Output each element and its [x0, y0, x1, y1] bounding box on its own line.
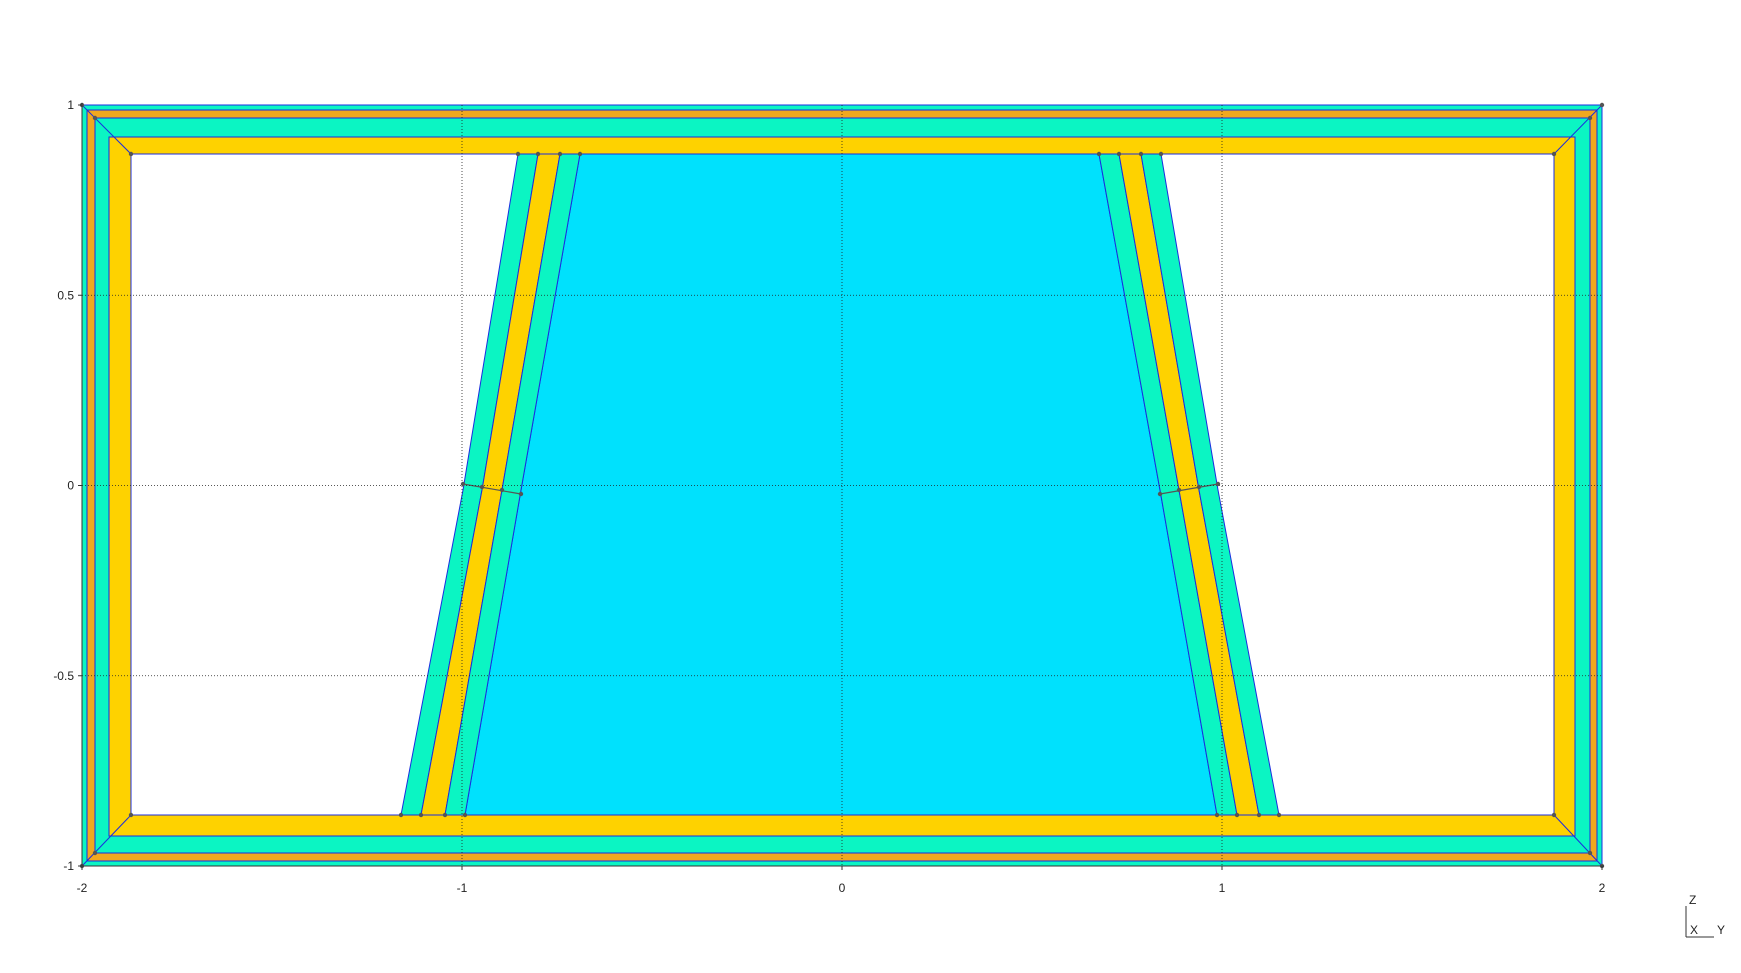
mesh-node-1 — [1599, 102, 1605, 108]
x-tick-label-4: 2 — [1599, 881, 1606, 895]
mesh-node-35 — [1215, 481, 1221, 487]
y-tick-label-4: -1 — [63, 859, 74, 873]
mesh-node-13 — [535, 151, 541, 157]
y-tick-label-1: 0.5 — [57, 288, 74, 302]
mesh-node-6 — [92, 850, 98, 856]
mesh-node-14 — [557, 151, 563, 157]
mesh-node-15 — [577, 151, 583, 157]
y-tick-label-2: 0 — [67, 479, 74, 493]
central-region — [464, 153, 1218, 816]
mesh-node-22 — [442, 812, 448, 818]
axes-layer: -2 -1 0 1 210.50-0.5-1 — [53, 98, 1605, 895]
mesh-node-17 — [1116, 151, 1122, 157]
mesh-node-9 — [1551, 151, 1557, 157]
mesh-node-16 — [1096, 151, 1102, 157]
frame-mitre-line-2 — [81, 814, 132, 867]
mesh-node-24 — [1214, 812, 1220, 818]
mesh-node-26 — [1256, 812, 1262, 818]
x-tick-label-1: -1 — [457, 881, 468, 895]
mesh-node-23 — [462, 812, 468, 818]
right-section-line — [1159, 483, 1219, 495]
mesh-node-5 — [1587, 115, 1593, 121]
mesh-node-12 — [515, 151, 521, 157]
mesh-node-18 — [1138, 151, 1144, 157]
mesh-node-19 — [1158, 151, 1164, 157]
x-tick-label-3: 1 — [1219, 881, 1226, 895]
triad-up-label: Z — [1689, 893, 1696, 907]
mesh-node-4 — [92, 115, 98, 121]
mesh-node-25 — [1234, 812, 1240, 818]
mesh-node-34 — [1196, 484, 1202, 490]
mesh-node-7 — [1587, 850, 1593, 856]
mesh-node-28 — [460, 481, 466, 487]
x-tick-label-0: -2 — [77, 881, 88, 895]
frame-mitre-line-3 — [1553, 814, 1603, 867]
mesh-node-10 — [128, 812, 134, 818]
mesh-node-8 — [128, 151, 134, 157]
mesh-node-31 — [518, 491, 524, 497]
mesh-node-32 — [1157, 491, 1163, 497]
frame-mitre-line-0 — [81, 104, 132, 155]
y-tick-label-0: 1 — [67, 98, 74, 112]
mesh-node-30 — [499, 487, 505, 493]
y-tick-label-3: -0.5 — [53, 669, 74, 683]
x-tick-label-2: 0 — [839, 881, 846, 895]
axis-triad: Z X Y — [1685, 893, 1725, 938]
geometry-layer — [81, 104, 1603, 867]
mesh-node-21 — [418, 812, 424, 818]
mesh-node-20 — [398, 812, 404, 818]
grid-layer — [82, 105, 1602, 866]
mesh-node-29 — [479, 484, 485, 490]
triad-right-label: Y — [1717, 923, 1725, 937]
mesh-node-11 — [1551, 812, 1557, 818]
mesh-node-33 — [1176, 487, 1182, 493]
frame-mitre-line-1 — [1553, 104, 1603, 155]
mesh-node-27 — [1276, 812, 1282, 818]
triad-origin-label: X — [1690, 923, 1698, 937]
